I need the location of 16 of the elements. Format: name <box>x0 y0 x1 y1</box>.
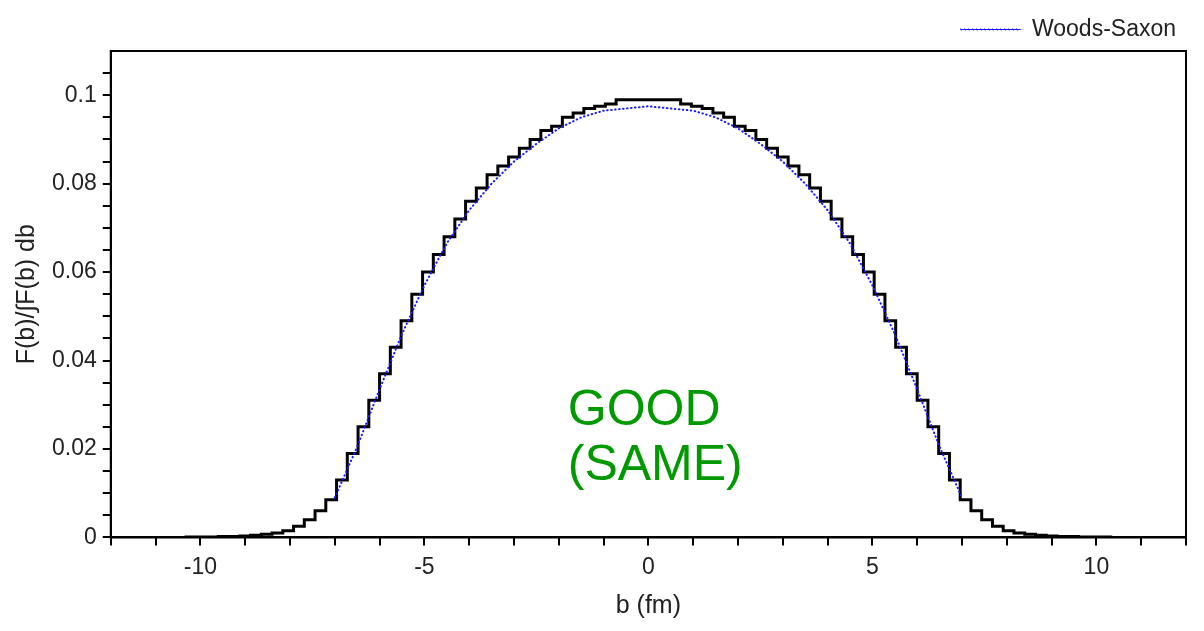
x-tick-label: -10 <box>183 552 217 579</box>
line-series <box>333 105 963 499</box>
y-tick-label: 0.06 <box>52 257 97 284</box>
x-axis-title: b (fm) <box>615 589 682 618</box>
x-tick-label: -5 <box>414 552 435 579</box>
y-tick-label: 0.04 <box>52 345 97 372</box>
y-tick-label: 0.08 <box>52 169 97 195</box>
x-tick-label: 10 <box>1083 552 1110 579</box>
y-tick-label: 0 <box>83 522 97 549</box>
x-tick-label: 5 <box>865 552 879 579</box>
x-tick-label: 0 <box>641 552 655 579</box>
y-tick-label: 0.02 <box>52 434 97 461</box>
annotation: GOOD (SAME) <box>567 379 743 491</box>
y-axis-title: F(b)/∫F(b) db <box>10 224 40 365</box>
y-tick-label: 0.1 <box>64 80 97 107</box>
legend-label: Woods-Saxon <box>1031 14 1176 41</box>
